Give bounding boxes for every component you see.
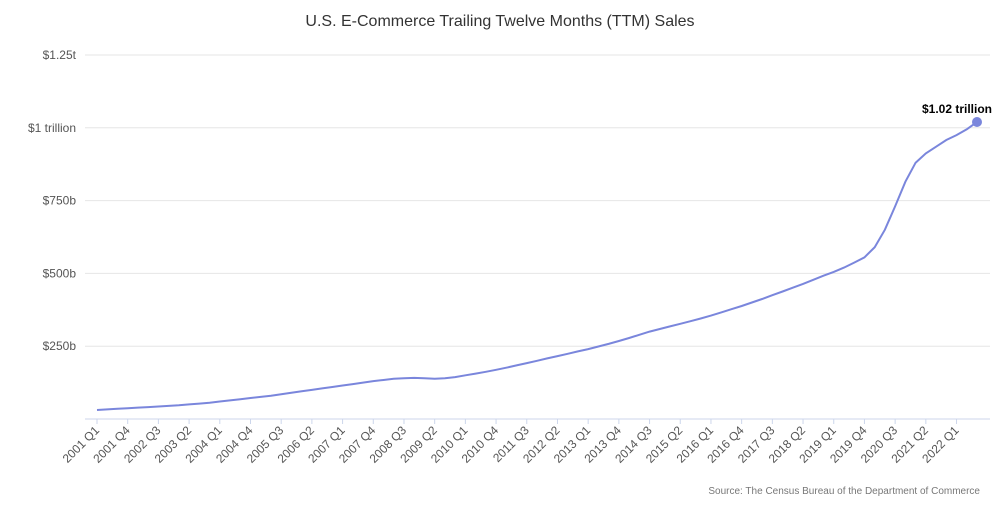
y-tick-label: $750b bbox=[43, 194, 77, 208]
y-tick-label: $1.25t bbox=[43, 48, 77, 62]
y-tick-label: $500b bbox=[43, 266, 77, 280]
annotation: $1.02 trillion bbox=[922, 102, 992, 116]
chart-title: U.S. E-Commerce Trailing Twelve Months (… bbox=[305, 13, 694, 30]
series-line bbox=[96, 121, 978, 411]
y-tick-label: $1 trillion bbox=[28, 121, 76, 135]
end-point bbox=[972, 116, 982, 127]
source: Source: The Census Bureau of the Departm… bbox=[708, 486, 980, 497]
y-tick-label: $250b bbox=[43, 339, 77, 353]
